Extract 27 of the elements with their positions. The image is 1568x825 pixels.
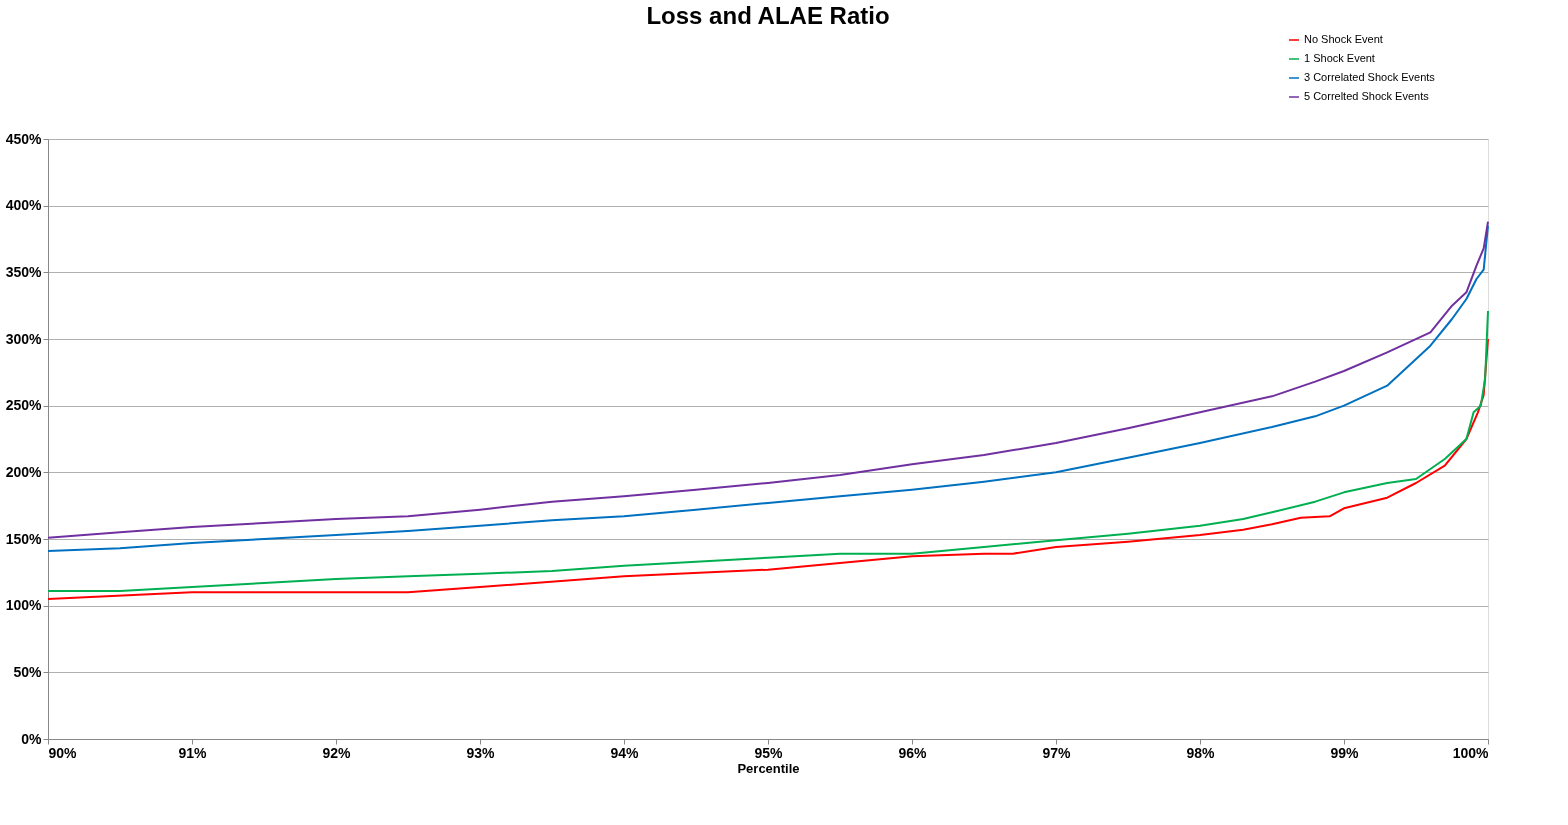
legend-label: 5 Correlted Shock Events	[1304, 90, 1430, 102]
y-tick-label: 300%	[5, 330, 43, 347]
x-tick-label: 92%	[322, 744, 352, 761]
y-tick-label: 250%	[5, 397, 43, 414]
y-tick-label: 400%	[5, 197, 43, 214]
x-tick-label: 97%	[1042, 744, 1072, 761]
x-tick-label: 90%	[48, 744, 78, 761]
y-tick-label: 0%	[21, 730, 43, 747]
y-tick-label: 450%	[5, 130, 43, 147]
x-tick-label: 94%	[610, 744, 640, 761]
legend-label: No Shock Event	[1304, 33, 1383, 45]
x-tick-label: 91%	[178, 744, 208, 761]
y-tick-label: 200%	[5, 463, 43, 480]
x-tick-label: 93%	[466, 744, 496, 761]
x-tick-label: 95%	[754, 744, 784, 761]
y-tick-label: 50%	[13, 663, 43, 680]
x-tick-label: 96%	[898, 744, 928, 761]
x-tick-label: 99%	[1330, 744, 1360, 761]
x-tick-label: 98%	[1186, 744, 1216, 761]
y-tick-label: 100%	[5, 597, 43, 614]
y-tick-label: 150%	[5, 530, 43, 547]
chart-title: Loss and ALAE Ratio	[646, 2, 890, 29]
y-tick-label: 350%	[5, 263, 43, 280]
legend-label: 1 Shock Event	[1304, 52, 1375, 64]
legend-label: 3 Correlated Shock Events	[1304, 71, 1436, 83]
x-tick-label: 100%	[1452, 744, 1490, 761]
x-axis-title: Percentile	[737, 760, 800, 776]
